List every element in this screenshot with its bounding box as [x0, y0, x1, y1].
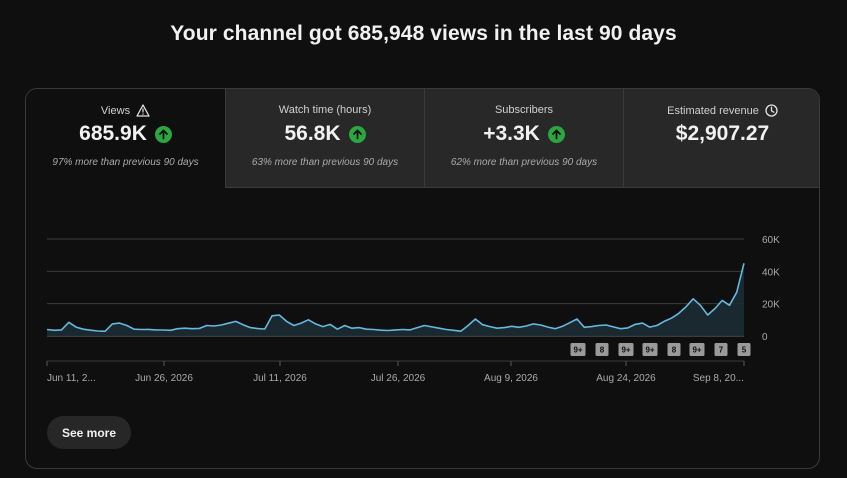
upload-count-badge-label: 8 — [672, 346, 677, 355]
y-tick-label: 20K — [762, 300, 780, 311]
tab-watch-time-label: Watch time (hours) — [278, 104, 372, 116]
upload-count-badge-label: 9+ — [645, 346, 654, 355]
views-chart: 60K 40K 20K 0 9+ 8 9+ 9+ 8 9+ 7 5 Jun 11, 2... Jun 26… — [46, 235, 780, 384]
upload-count-badge — [618, 343, 634, 356]
upload-count-badge-label: 5 — [742, 346, 747, 355]
series-line — [46, 263, 745, 333]
upload-count-badge-label: 8 — [600, 346, 605, 355]
tab-watch-time-comparison: 63% more than previous 90 days — [251, 157, 399, 168]
upload-count-badge — [570, 343, 586, 356]
x-tick-label: Sep 8, 20... — [693, 373, 744, 384]
x-tick-label: Aug 24, 2026 — [596, 373, 656, 384]
tab-subscribers[interactable]: Subscribers +3.3K 62% more than previous… — [424, 89, 623, 188]
arrow-up-icon — [154, 125, 172, 143]
upload-count-badge-label: 7 — [719, 346, 724, 355]
x-tick-label: Jun 11, 2... — [47, 373, 96, 384]
upload-count-badge-label: 9+ — [621, 346, 630, 355]
tab-subscribers-value: +3.3K — [483, 122, 540, 145]
analytics-card: Views 685.9K 97% more than previous 90 d… — [25, 88, 820, 469]
upload-count-badge-label: 9+ — [573, 346, 582, 355]
tab-views[interactable]: Views 685.9K 97% more than previous 90 d… — [26, 89, 225, 188]
upload-count-badge — [642, 343, 658, 356]
tab-watch-time[interactable]: Watch time (hours) 56.8K 63% more than p… — [225, 89, 424, 188]
series-area — [47, 263, 744, 336]
y-tick-label: 0 — [762, 332, 768, 343]
page-title: Your channel got 685,948 views in the la… — [170, 22, 677, 45]
upload-count-badge-label: 9+ — [692, 346, 701, 355]
x-tick-label: Jul 11, 2026 — [253, 373, 307, 384]
tab-watch-time-value: 56.8K — [284, 122, 341, 145]
tab-revenue-value: $2,907.27 — [675, 122, 770, 145]
tab-subscribers-label: Subscribers — [494, 104, 554, 116]
arrow-up-icon — [348, 125, 366, 143]
upload-count-badge — [714, 343, 728, 356]
tab-views-comparison: 97% more than previous 90 days — [52, 157, 199, 168]
tab-views-label: Views — [100, 104, 131, 117]
x-tick-label: Jul 26, 2026 — [371, 373, 426, 384]
metric-tabs: Views 685.9K 97% more than previous 90 d… — [26, 89, 819, 188]
tab-subscribers-comparison: 62% more than previous 90 days — [450, 157, 598, 168]
warning-icon[interactable] — [136, 104, 150, 117]
upload-count-badge — [595, 343, 609, 356]
y-tick-label: 60K — [762, 235, 780, 246]
upload-count-badge — [737, 343, 751, 356]
x-tick-label: Aug 9, 2026 — [484, 373, 538, 384]
upload-count-badge — [689, 343, 705, 356]
arrow-up-icon — [547, 125, 565, 143]
x-tick-label: Jun 26, 2026 — [135, 373, 193, 384]
tab-revenue[interactable]: Estimated revenue $2,907.27 — [623, 89, 819, 188]
clock-icon[interactable] — [765, 104, 778, 117]
see-more-button[interactable]: See more — [47, 416, 132, 449]
y-tick-label: 40K — [762, 267, 780, 278]
upload-count-badge — [667, 343, 681, 356]
tab-revenue-label: Estimated revenue — [667, 104, 759, 117]
tab-views-value: 685.9K — [79, 122, 147, 145]
